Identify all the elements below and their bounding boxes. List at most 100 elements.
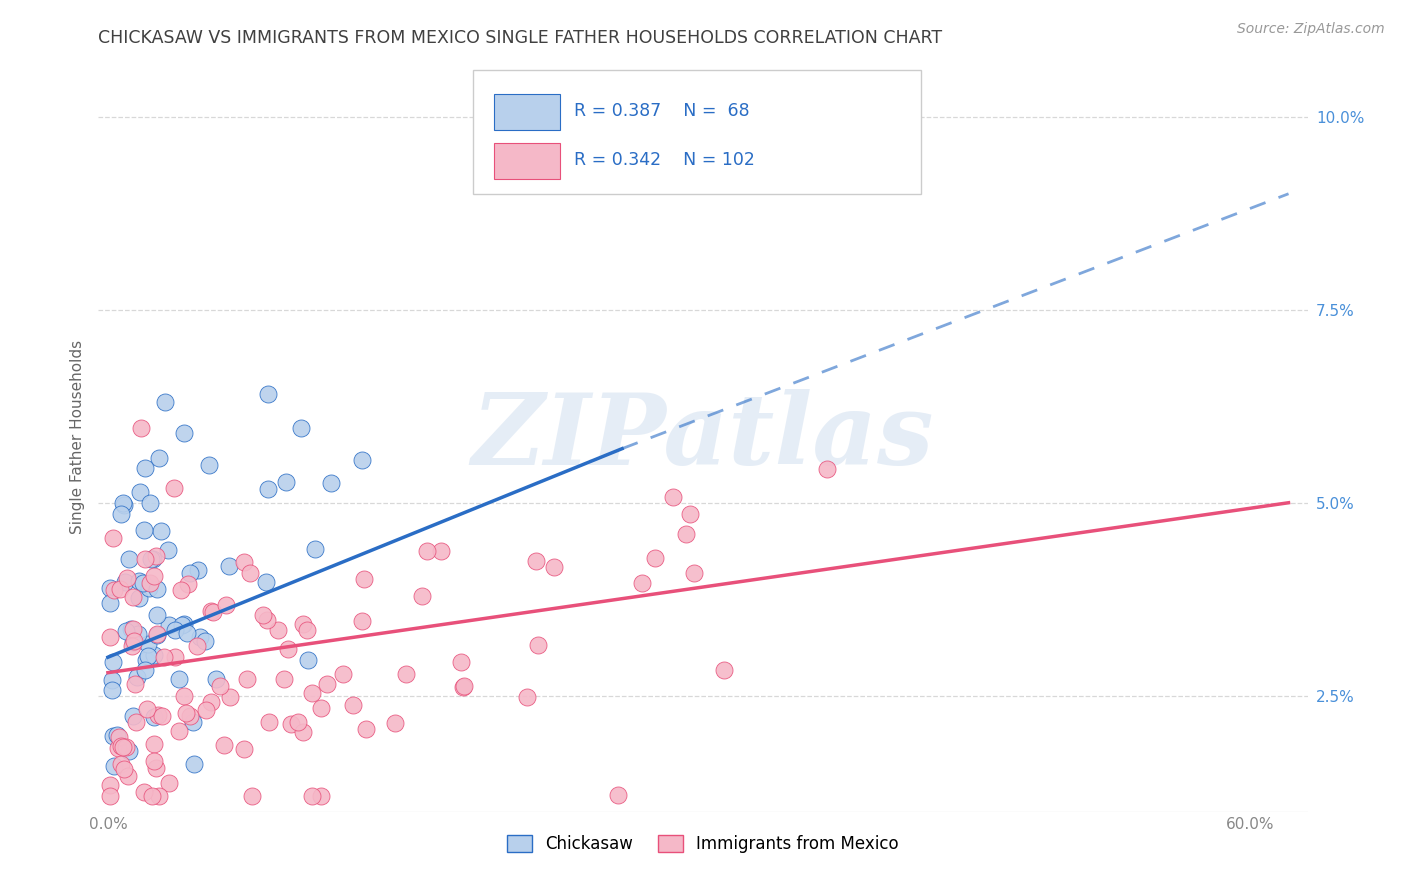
- Point: [277, 642, 299, 657]
- Point: [143, 648, 166, 662]
- Point: [287, 714, 309, 729]
- Point: [453, 679, 475, 693]
- Point: [134, 461, 156, 475]
- Point: [98, 778, 121, 792]
- Text: Source: ZipAtlas.com: Source: ZipAtlas.com: [1237, 22, 1385, 37]
- Point: [252, 608, 274, 623]
- Point: [630, 576, 652, 591]
- Point: [526, 638, 548, 652]
- Point: [132, 524, 155, 538]
- Point: [267, 623, 290, 637]
- Point: [121, 708, 143, 723]
- Point: [110, 507, 132, 521]
- Point: [103, 531, 125, 545]
- Point: [98, 596, 121, 610]
- Point: [815, 462, 838, 476]
- Point: [118, 744, 141, 758]
- Point: [114, 575, 136, 590]
- Point: [311, 789, 333, 804]
- Point: [205, 672, 228, 686]
- Point: [524, 554, 547, 568]
- Point: [254, 574, 277, 589]
- Point: [128, 591, 150, 605]
- Point: [173, 426, 195, 441]
- Point: [111, 739, 134, 754]
- Point: [190, 630, 212, 644]
- Point: [143, 710, 166, 724]
- Point: [107, 741, 129, 756]
- Point: [212, 738, 235, 752]
- FancyBboxPatch shape: [474, 70, 921, 194]
- Point: [146, 628, 169, 642]
- Point: [713, 663, 735, 677]
- Point: [416, 544, 439, 558]
- Point: [136, 649, 159, 664]
- Point: [135, 653, 157, 667]
- Point: [301, 686, 323, 700]
- Point: [98, 581, 121, 595]
- Point: [332, 666, 354, 681]
- Point: [179, 708, 201, 723]
- Point: [607, 788, 630, 802]
- Point: [316, 677, 339, 691]
- Point: [107, 728, 129, 742]
- Point: [163, 481, 186, 495]
- FancyBboxPatch shape: [494, 94, 561, 130]
- Point: [121, 640, 143, 654]
- Point: [141, 552, 163, 566]
- Point: [292, 724, 315, 739]
- Point: [108, 730, 131, 744]
- Point: [430, 544, 453, 558]
- Point: [157, 618, 180, 632]
- Point: [122, 635, 145, 649]
- Text: ZIPatlas: ZIPatlas: [472, 389, 934, 485]
- Point: [256, 482, 278, 496]
- Point: [146, 607, 169, 622]
- Point: [122, 591, 145, 605]
- Point: [342, 698, 364, 713]
- Point: [114, 739, 136, 754]
- Point: [186, 639, 208, 653]
- Point: [145, 761, 167, 775]
- Point: [148, 450, 170, 465]
- Point: [256, 614, 278, 628]
- Point: [129, 421, 152, 435]
- Point: [311, 701, 333, 715]
- Point: [152, 649, 174, 664]
- Point: [120, 622, 142, 636]
- Point: [233, 555, 256, 569]
- Point: [257, 387, 280, 401]
- Point: [141, 789, 163, 804]
- Point: [679, 507, 702, 521]
- Point: [143, 569, 166, 583]
- Point: [124, 634, 146, 648]
- Point: [112, 496, 135, 510]
- Point: [118, 552, 141, 566]
- Point: [304, 542, 326, 557]
- Text: CHICKASAW VS IMMIGRANTS FROM MEXICO SINGLE FATHER HOUSEHOLDS CORRELATION CHART: CHICKASAW VS IMMIGRANTS FROM MEXICO SING…: [98, 29, 942, 47]
- Point: [101, 729, 124, 743]
- Point: [198, 458, 221, 472]
- Point: [194, 633, 217, 648]
- Point: [110, 757, 132, 772]
- Point: [215, 599, 238, 613]
- Point: [136, 637, 159, 651]
- Point: [183, 757, 205, 772]
- Point: [156, 542, 179, 557]
- Point: [167, 724, 190, 739]
- Point: [149, 524, 172, 539]
- Point: [125, 714, 148, 729]
- Point: [139, 496, 162, 510]
- Point: [179, 566, 201, 581]
- Point: [145, 627, 167, 641]
- Point: [117, 769, 139, 783]
- Point: [176, 625, 198, 640]
- Point: [276, 475, 298, 489]
- Point: [128, 574, 150, 589]
- Point: [187, 563, 209, 577]
- Point: [239, 566, 262, 580]
- FancyBboxPatch shape: [494, 143, 561, 178]
- Point: [142, 551, 165, 566]
- Point: [273, 672, 295, 686]
- Point: [173, 616, 195, 631]
